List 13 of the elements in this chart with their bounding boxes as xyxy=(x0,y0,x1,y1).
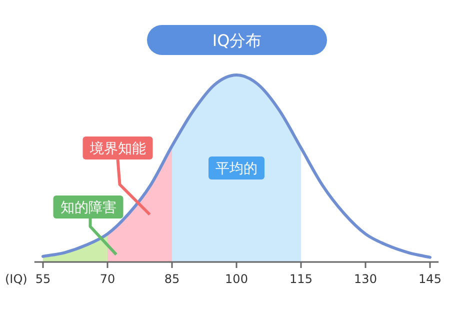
series-label: 平均的 xyxy=(216,161,258,177)
chart-title: IQ分布 xyxy=(212,31,262,50)
x-tick-label: 85 xyxy=(164,272,180,286)
series-label: 知的障害 xyxy=(60,200,116,216)
x-tick-label: 130 xyxy=(354,272,377,286)
x-tick-label: 145 xyxy=(418,272,442,286)
x-tick-label: 70 xyxy=(100,272,116,286)
series-label: 境界知能 xyxy=(88,141,146,157)
x-tick-label: 100 xyxy=(225,272,248,286)
x-tick-label: 55 xyxy=(35,272,51,286)
x-axis-title: (IQ) xyxy=(5,272,28,286)
x-tick-label: 115 xyxy=(290,272,312,286)
title: IQ分布 xyxy=(147,25,327,55)
